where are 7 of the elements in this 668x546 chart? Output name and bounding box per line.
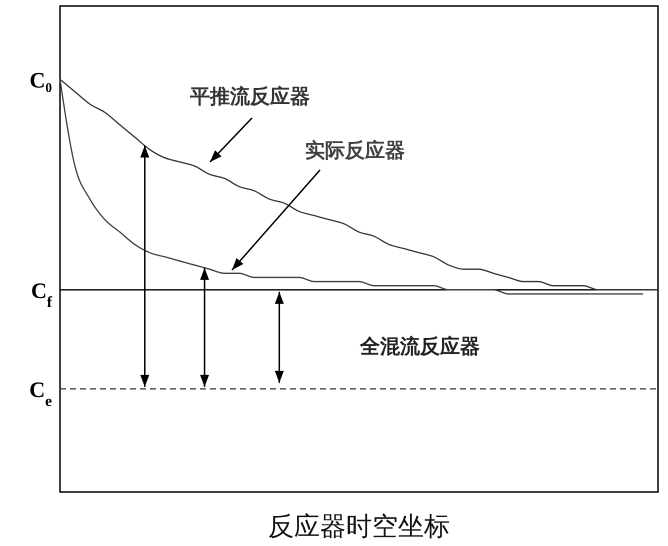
ref-line-label: C$_{f}$: [30, 278, 53, 310]
annotation: 全混流反应器: [359, 334, 480, 358]
text: C₀: [30, 67, 52, 92]
x-axis-title: 反应器时空坐标: [268, 512, 450, 542]
ref-line-label: C$_{e}$: [29, 376, 52, 410]
text: 实际反应器: [305, 138, 405, 162]
text: 平推流反应器: [189, 84, 310, 108]
